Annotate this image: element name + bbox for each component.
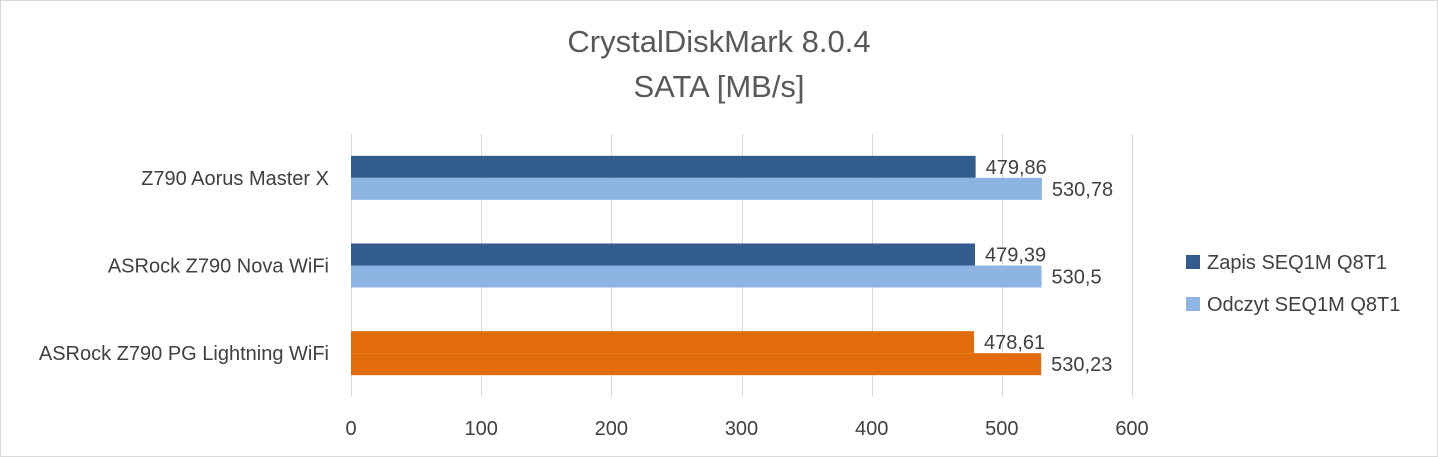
legend-label: Zapis SEQ1M Q8T1 <box>1207 252 1387 274</box>
legend-swatch <box>1186 297 1200 311</box>
bar <box>351 331 974 354</box>
bar <box>351 265 1042 288</box>
x-tick-label: 300 <box>725 418 758 440</box>
x-tick-label: 100 <box>464 418 497 440</box>
legend: Zapis SEQ1M Q8T1 Odczyt SEQ1M Q8T1 <box>1186 252 1400 316</box>
x-tick-label: 600 <box>1115 418 1148 440</box>
x-tick-label: 500 <box>985 418 1018 440</box>
legend-swatch <box>1186 255 1200 269</box>
bar <box>351 177 1042 200</box>
bar <box>351 243 976 266</box>
bar <box>351 155 976 178</box>
chart-subtitle: SATA [MB/s] <box>633 69 804 104</box>
x-tick-label: 400 <box>855 418 888 440</box>
bar <box>351 353 1042 376</box>
category-label: Z790 Aorus Master X <box>141 168 329 190</box>
data-label: 478,61 <box>984 332 1045 354</box>
category-label: ASRock Z790 Nova WiFi <box>108 256 329 278</box>
data-label: 530,5 <box>1052 267 1102 289</box>
x-tick-label: 0 <box>345 418 356 440</box>
data-label: 530,78 <box>1052 179 1113 201</box>
chart-title: CrystalDiskMark 8.0.4 <box>567 24 870 59</box>
data-label: 530,23 <box>1051 354 1112 376</box>
x-tick-label: 200 <box>595 418 628 440</box>
bars <box>351 155 1042 376</box>
legend-label: Odczyt SEQ1M Q8T1 <box>1207 294 1400 316</box>
category-label: ASRock Z790 PG Lightning WiFi <box>39 343 329 365</box>
data-label: 479,39 <box>985 245 1046 267</box>
data-label: 479,86 <box>986 157 1047 179</box>
